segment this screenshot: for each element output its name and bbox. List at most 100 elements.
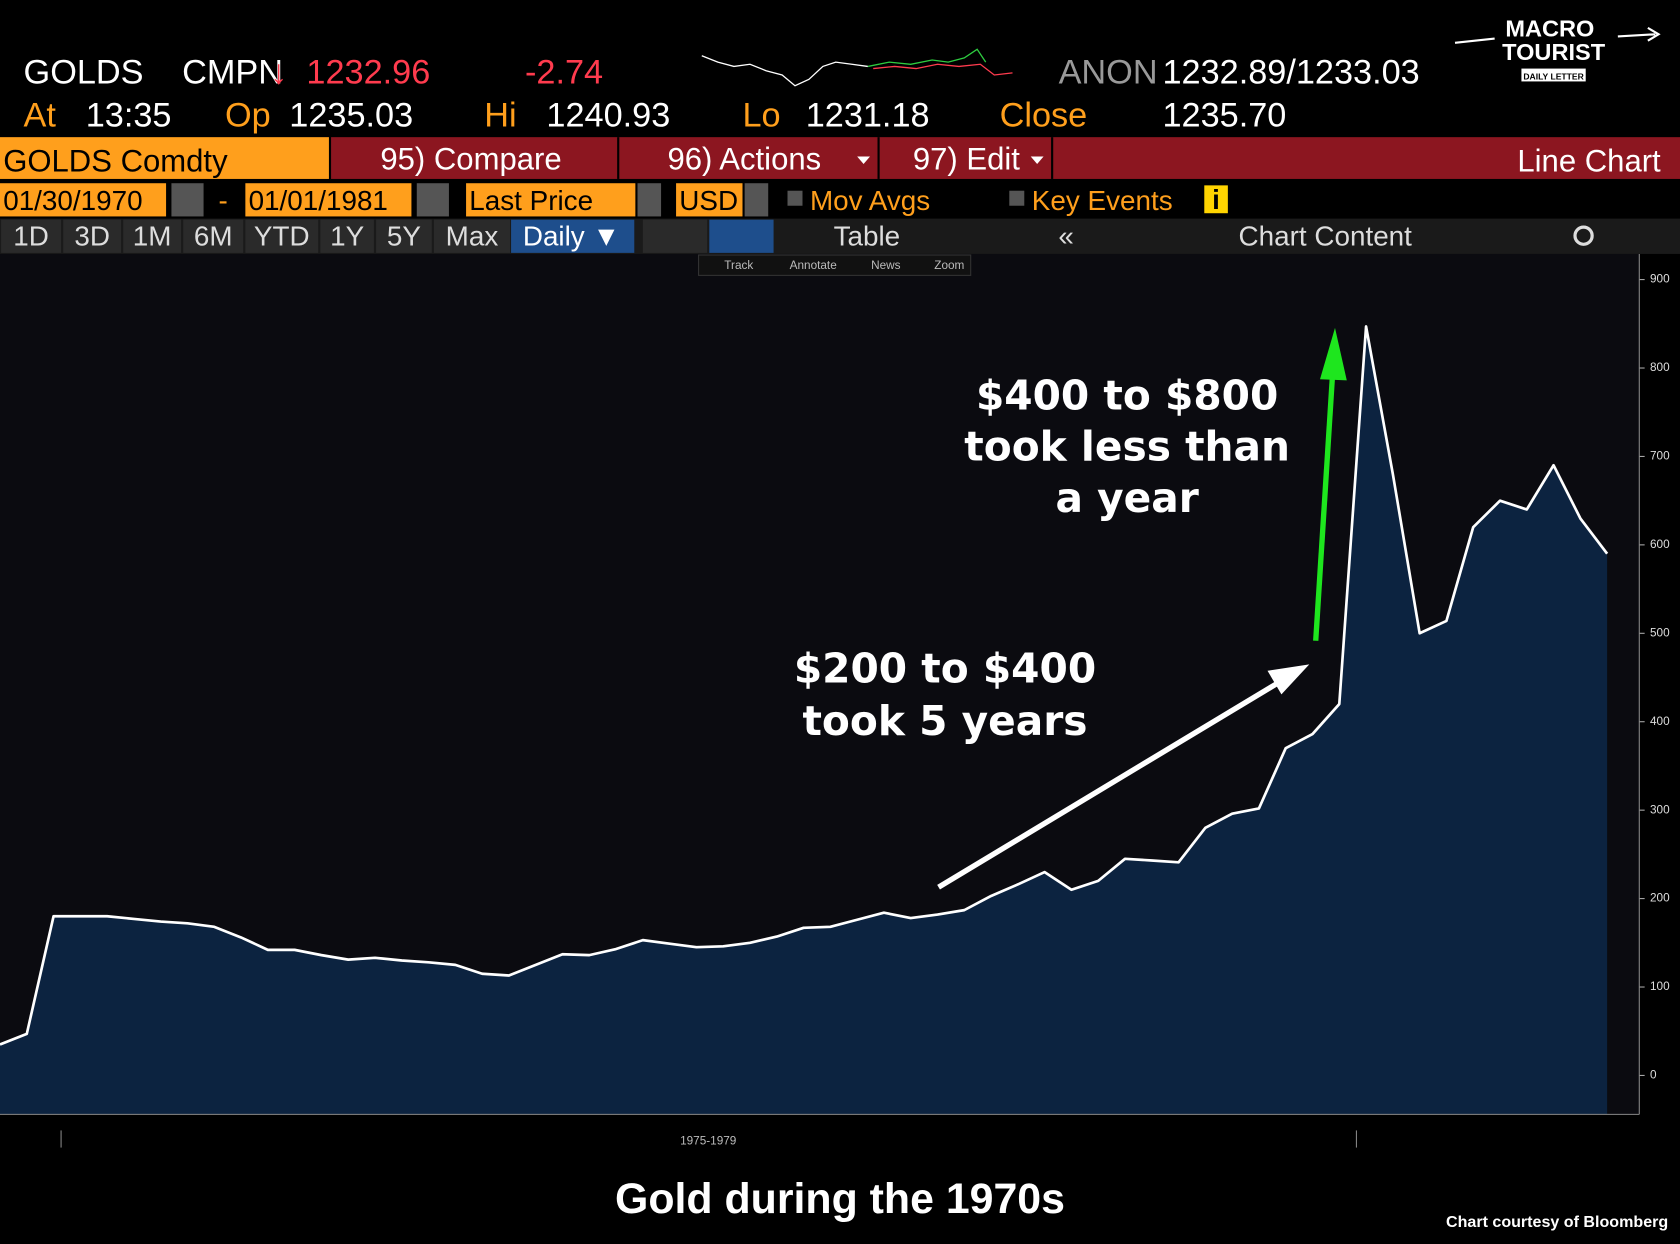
tool[interactable]: Zoom xyxy=(934,259,964,272)
annotation: a year xyxy=(1055,474,1198,522)
logo-text: MACRO xyxy=(1505,15,1594,41)
bid-ask: 1232.89/1233.03 xyxy=(1163,54,1420,92)
last-price: 1232.96 xyxy=(306,54,430,92)
end-date-box[interactable] xyxy=(245,183,412,217)
field[interactable]: Last Price xyxy=(469,185,593,216)
start-date-box[interactable] xyxy=(0,183,167,217)
info-box[interactable] xyxy=(1204,185,1228,214)
chart-content[interactable]: Chart Content xyxy=(1239,220,1413,251)
close: 1235.70 xyxy=(1163,96,1287,134)
period-label[interactable]: 1Y xyxy=(330,220,364,251)
period-label[interactable]: 1M xyxy=(133,220,172,251)
high: 1240.93 xyxy=(546,96,670,134)
sparkline xyxy=(701,48,1013,87)
frequency-box[interactable] xyxy=(511,219,635,253)
logo: MACRO TOURIST DAILY LETTER xyxy=(1454,15,1661,82)
arrows xyxy=(937,327,1347,890)
change: -2.74 xyxy=(525,54,603,92)
dropdown[interactable] xyxy=(744,183,769,217)
chart-kind: Line Chart xyxy=(1517,143,1661,178)
dropdown-caret xyxy=(1030,156,1044,164)
y-tick-label: 200 xyxy=(1650,892,1670,905)
period-button[interactable] xyxy=(123,219,182,253)
key-events[interactable]: Key Events xyxy=(1032,185,1173,216)
open: 1235.03 xyxy=(289,96,413,134)
period-label[interactable]: 3D xyxy=(74,220,110,251)
settings-icon[interactable] xyxy=(1573,225,1594,246)
chart-title: Gold during the 1970s xyxy=(615,1175,1065,1223)
tools: Track Annotate News Zoom xyxy=(724,259,964,272)
toggle-button[interactable] xyxy=(709,219,774,253)
actions-button[interactable]: 96) Actions xyxy=(668,141,822,176)
plot: 0 100 200 300 400 500 600 700 800 900 $400 to $800… xyxy=(0,273,1670,1115)
collapse-button[interactable]: « xyxy=(1058,220,1073,251)
field-box[interactable] xyxy=(466,183,636,217)
tool[interactable]: Annotate xyxy=(790,259,838,272)
period-button[interactable] xyxy=(63,219,122,253)
y-tick-label: 500 xyxy=(1650,626,1670,639)
period-button[interactable] xyxy=(245,219,319,253)
dropdown-caret xyxy=(857,156,870,164)
y-tick-label: 100 xyxy=(1650,980,1670,993)
direction: ↓ xyxy=(270,54,287,92)
currency[interactable]: USD xyxy=(679,185,738,216)
table-button[interactable]: Table xyxy=(834,220,901,251)
period-label[interactable]: 5Y xyxy=(387,220,421,251)
currency-box[interactable] xyxy=(676,183,743,217)
ticker: GOLDS xyxy=(24,54,144,92)
calendar-button[interactable] xyxy=(171,183,204,217)
dropdown[interactable] xyxy=(637,183,662,217)
info[interactable]: i xyxy=(1212,184,1220,215)
period-label[interactable]: 6M xyxy=(194,220,233,251)
tool[interactable]: News xyxy=(871,259,901,272)
period-buttons: 1D 3D 1M 6M YTD 1Y 5Y Max xyxy=(1,219,510,253)
area-fill xyxy=(0,326,1608,1115)
logo-band xyxy=(1521,68,1586,82)
open-label: Op xyxy=(225,96,271,134)
annotation: $200 to $400 xyxy=(794,645,1096,693)
edit-button[interactable]: 97) Edit xyxy=(913,141,1020,176)
y-tick-label: 0 xyxy=(1650,1069,1657,1082)
at-time: 13:35 xyxy=(86,96,172,134)
security[interactable]: GOLDS Comdty xyxy=(3,143,228,178)
tool-strip xyxy=(698,254,972,276)
low: 1231.18 xyxy=(806,96,930,134)
mov-avgs[interactable]: Mov Avgs xyxy=(810,185,930,216)
y-tick-label: 900 xyxy=(1650,273,1670,286)
security-box[interactable] xyxy=(0,137,329,179)
checkbox[interactable] xyxy=(1009,190,1025,206)
period-button[interactable] xyxy=(1,219,62,253)
period-button[interactable] xyxy=(183,219,244,253)
close-label: Close xyxy=(1000,96,1088,134)
start-date[interactable]: 01/30/1970 xyxy=(3,185,142,216)
annotation: took 5 years xyxy=(802,697,1087,745)
tool[interactable]: Track xyxy=(724,259,753,272)
period-label[interactable]: 1D xyxy=(13,220,49,251)
menu-band xyxy=(331,137,1680,179)
end-date[interactable]: 01/01/1981 xyxy=(249,185,388,216)
logo-text: TOURIST xyxy=(1502,39,1606,65)
y-tick-label: 700 xyxy=(1650,450,1670,463)
high-label: Hi xyxy=(484,96,516,134)
period-button[interactable] xyxy=(433,219,510,253)
source: CMPN xyxy=(182,54,283,92)
period-button[interactable] xyxy=(320,219,374,253)
at-label: At xyxy=(24,96,57,134)
y-tick-label: 400 xyxy=(1650,715,1670,728)
calendar-button[interactable] xyxy=(416,183,449,217)
y-tick-label: 800 xyxy=(1650,361,1670,374)
low-label: Lo xyxy=(743,96,781,134)
period-button[interactable] xyxy=(376,219,432,253)
frequency[interactable]: Daily ▼ xyxy=(523,220,620,251)
checkbox[interactable] xyxy=(787,190,803,206)
period-label[interactable]: Max xyxy=(446,220,499,251)
period-label[interactable]: YTD xyxy=(254,220,310,251)
line-button[interactable] xyxy=(642,219,708,253)
compare-button[interactable]: 95) Compare xyxy=(380,141,561,176)
credit: Chart courtesy of Bloomberg xyxy=(1446,1213,1668,1231)
annotation: took less than xyxy=(964,423,1290,471)
bid-source: ANON xyxy=(1059,54,1158,92)
logo-text: DAILY LETTER xyxy=(1523,71,1584,81)
